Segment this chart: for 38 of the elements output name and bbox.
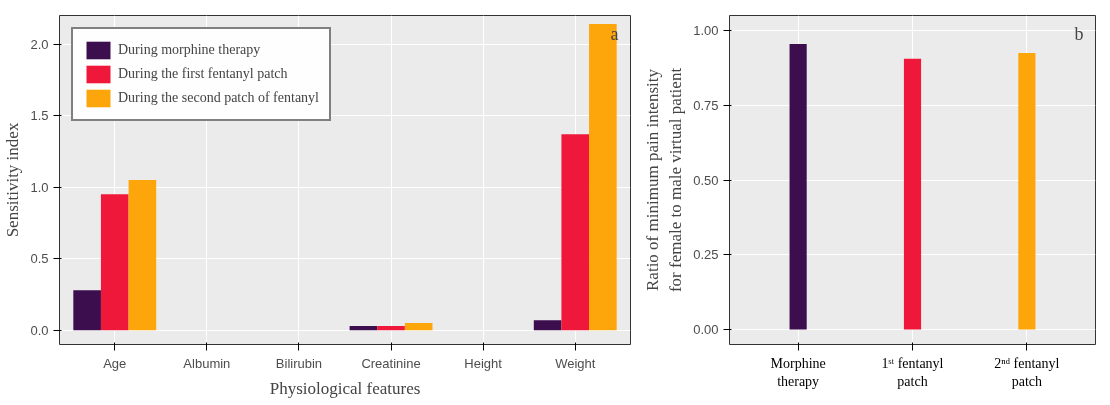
x-tick-label: 1ˢᵗ fentanyl patch bbox=[881, 355, 944, 389]
bar bbox=[903, 58, 922, 330]
y-tick-label: 0.0 bbox=[30, 322, 49, 338]
y-tick-label: 2.0 bbox=[30, 36, 49, 52]
bar bbox=[100, 194, 129, 331]
y-tick-label: 0.00 bbox=[693, 322, 719, 338]
bar bbox=[533, 320, 562, 331]
legend-label: During morphine therapy bbox=[118, 42, 261, 58]
bar bbox=[589, 24, 617, 331]
bar bbox=[1018, 52, 1036, 330]
bar bbox=[349, 325, 378, 331]
x-tick-label: Age bbox=[103, 355, 127, 371]
y-tick-label: 0.5 bbox=[30, 251, 49, 267]
y-tick-label: 1.5 bbox=[30, 108, 49, 124]
bar bbox=[73, 290, 101, 331]
y-tick-label: 1.0 bbox=[30, 179, 49, 195]
y-tick-label: 0.75 bbox=[693, 97, 719, 113]
y-axis-title: Sensitivity index bbox=[3, 122, 23, 238]
legend-label: During the first fentanyl patch bbox=[118, 66, 288, 82]
x-tick-label: Height bbox=[464, 355, 503, 371]
x-tick-label: Morphine therapy bbox=[770, 355, 826, 389]
x-axis-title: Physiological features bbox=[269, 378, 421, 398]
bar bbox=[128, 180, 157, 331]
x-tick-label: 2ⁿᵈ fentanyl patch bbox=[994, 355, 1060, 389]
y-tick-label: 0.50 bbox=[693, 172, 719, 188]
bar bbox=[789, 43, 807, 330]
bar bbox=[404, 323, 433, 331]
x-tick-label: Creatinine bbox=[361, 355, 421, 371]
legend-label: During the second patch of fentanyl bbox=[118, 90, 319, 106]
bar bbox=[377, 325, 405, 331]
annotation: b bbox=[1074, 23, 1084, 44]
bar bbox=[561, 134, 590, 331]
y-tick-label: 1.00 bbox=[693, 22, 719, 38]
x-tick-label: Bilirubin bbox=[275, 355, 323, 371]
x-tick-label: Weight bbox=[555, 355, 596, 371]
y-tick-label: 0.25 bbox=[693, 247, 719, 263]
x-tick-label: Albumin bbox=[183, 355, 231, 371]
y-axis-title: Ratio of minimum pain intensity for female to male virtual patient bbox=[643, 67, 686, 293]
